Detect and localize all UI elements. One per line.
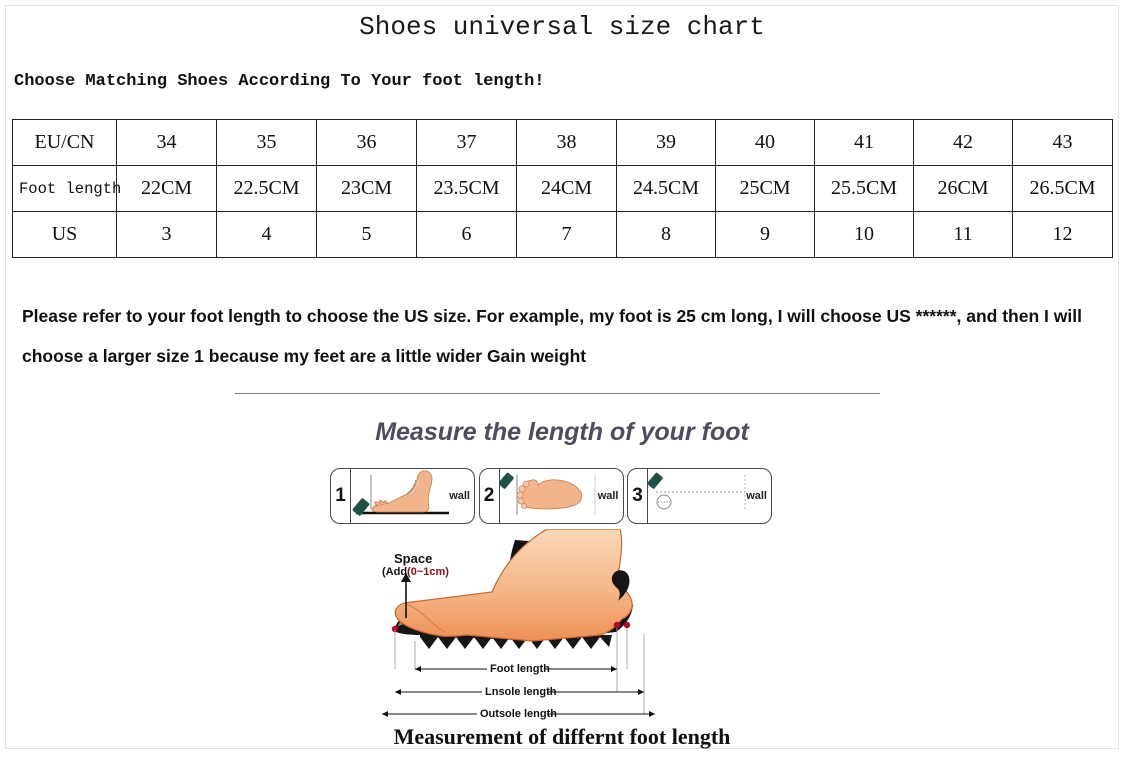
- svg-text:(Add(0~1cm): (Add(0~1cm): [382, 566, 449, 578]
- svg-text:Foot length: Foot length: [490, 663, 550, 675]
- svg-text:Lnsole length: Lnsole length: [485, 686, 557, 698]
- svg-text:Outsole length: Outsole length: [480, 708, 557, 720]
- svg-text:Space: Space: [394, 551, 432, 566]
